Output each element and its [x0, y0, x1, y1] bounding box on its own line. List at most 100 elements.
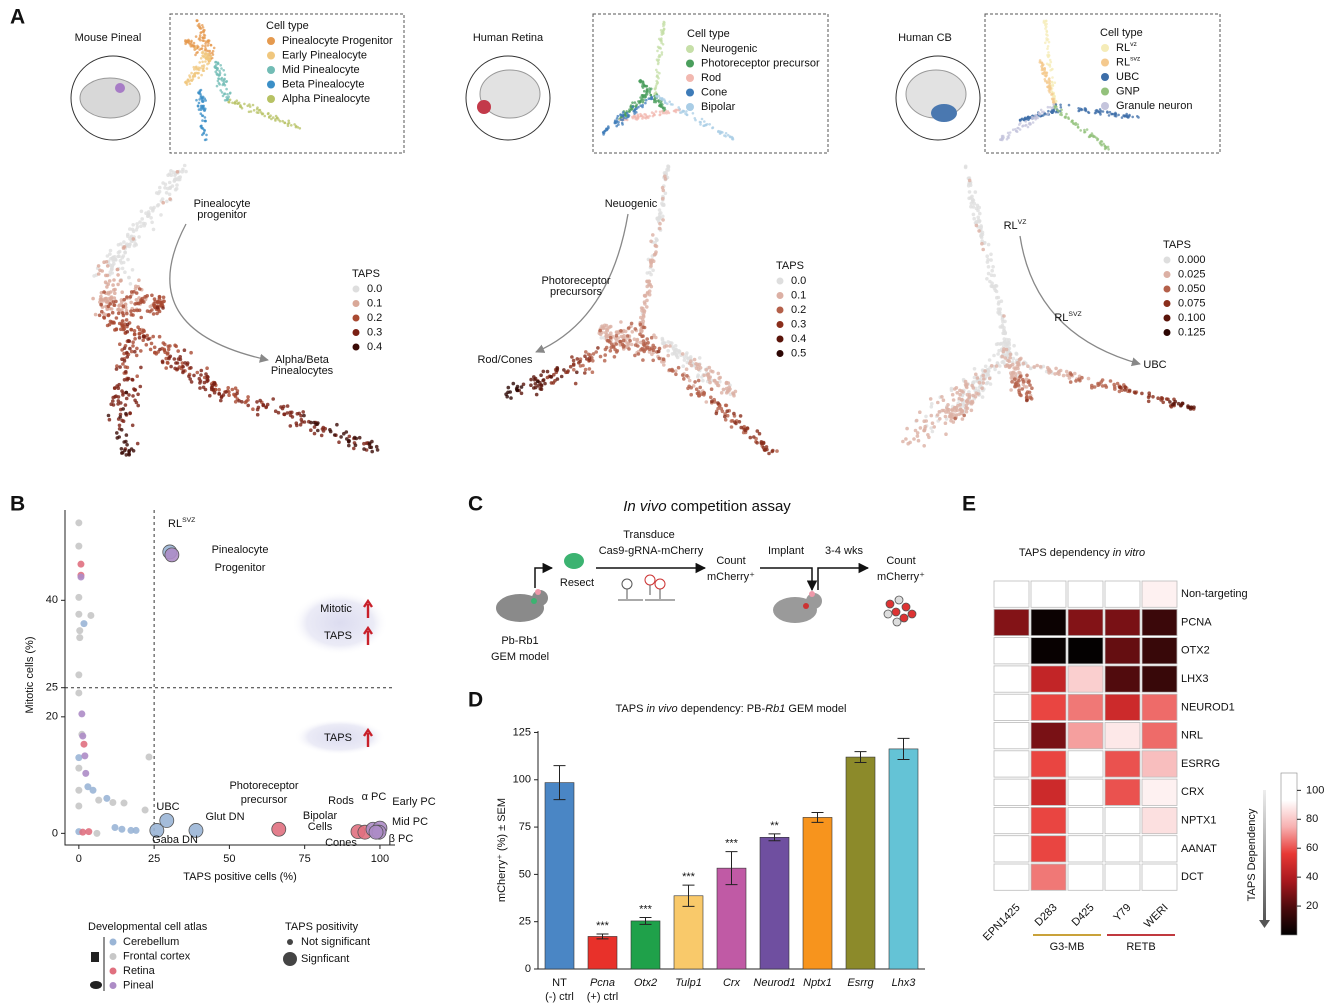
umap-point — [201, 385, 206, 390]
colorbar-label: TAPS Dependency — [1246, 808, 1258, 901]
legend-title: Cell type — [266, 20, 309, 32]
umap-point — [198, 36, 202, 39]
umap-point — [642, 82, 645, 85]
umap-point — [1048, 91, 1051, 94]
umap-point — [106, 304, 111, 309]
umap-point — [1085, 128, 1089, 131]
umap-point — [676, 365, 681, 370]
heatmap-cell — [1067, 580, 1104, 608]
legend-swatch — [352, 329, 360, 336]
umap-point — [104, 300, 109, 304]
heatmap-cell — [1067, 750, 1104, 778]
point — [75, 593, 83, 601]
umap-point — [654, 100, 658, 104]
umap-point — [661, 218, 665, 222]
umap-point — [157, 297, 162, 301]
umap-point — [627, 326, 631, 330]
umap-point — [706, 372, 711, 376]
umap-point — [120, 311, 125, 315]
umap-point — [638, 322, 643, 327]
umap-point — [141, 334, 146, 339]
umap-point — [288, 424, 293, 428]
umap-point — [211, 53, 215, 56]
umap-point — [656, 81, 659, 85]
umap-point — [979, 232, 983, 237]
legend-swatch — [109, 938, 117, 946]
umap-point — [197, 76, 200, 80]
umap-point — [202, 99, 205, 103]
umap-point — [131, 344, 135, 348]
umap-point — [174, 186, 179, 191]
umap-point — [1011, 128, 1015, 131]
x-tick-label: Tulp1 — [675, 977, 702, 989]
umap-point — [1067, 103, 1071, 107]
umap-point — [1180, 401, 1185, 406]
legend-swatch — [686, 45, 694, 53]
umap-point — [727, 385, 731, 390]
umap-point — [627, 347, 631, 351]
umap-point — [256, 106, 259, 109]
umap-point — [123, 322, 127, 327]
umap-point — [509, 396, 513, 400]
umap-point — [261, 112, 265, 115]
umap-point — [121, 362, 125, 366]
point-label: RLSVZ — [168, 517, 195, 530]
umap-point — [246, 403, 250, 408]
umap-point — [186, 40, 190, 44]
umap-point — [652, 333, 656, 338]
umap-point — [710, 399, 714, 404]
umap-point — [135, 308, 140, 313]
umap-point — [1079, 129, 1082, 132]
heatmap-cell — [1030, 778, 1067, 806]
heatmap-cell — [1141, 722, 1178, 750]
point-label: Mid PC — [392, 816, 428, 828]
umap-point — [701, 378, 705, 383]
umap-point — [1018, 123, 1021, 126]
umap-point — [199, 66, 202, 70]
umap-point — [1118, 385, 1122, 390]
umap-point — [196, 19, 199, 22]
legend-swatch — [109, 982, 117, 989]
umap-point — [587, 367, 592, 371]
umap-point — [1071, 119, 1074, 123]
umap-point — [645, 84, 649, 88]
umap-point — [699, 121, 702, 124]
axis — [64, 510, 395, 846]
umap-point — [301, 410, 306, 414]
umap-point — [204, 44, 207, 48]
significance-label: *** — [596, 920, 610, 932]
annotation: Alpha/Beta — [275, 354, 330, 366]
umap-point — [644, 101, 647, 105]
umap-point — [122, 297, 126, 302]
umap-point — [137, 278, 141, 283]
umap-point — [704, 368, 709, 372]
umap-point — [222, 69, 225, 72]
umap-point — [641, 319, 646, 324]
umap-point — [929, 413, 934, 418]
umap-point — [775, 449, 779, 453]
umap-point — [1108, 110, 1112, 114]
umap-point — [1120, 116, 1124, 119]
umap-point — [1013, 377, 1017, 382]
umap-point — [188, 82, 192, 86]
umap-point — [130, 378, 135, 382]
annotation-sup: VZ — [1018, 219, 1027, 226]
umap-point — [1019, 119, 1022, 122]
umap-point — [195, 65, 198, 69]
umap-point — [102, 290, 106, 294]
umap-point — [1069, 372, 1074, 377]
legend-label: Pinealocyte Progenitor — [282, 35, 393, 47]
legend-swatch — [686, 59, 694, 68]
error-bar — [639, 917, 652, 925]
umap-point — [116, 254, 120, 259]
umap-point — [342, 431, 346, 436]
umap-point — [724, 132, 728, 135]
umap-point — [212, 46, 216, 50]
umap-point — [1048, 106, 1052, 109]
umap-point — [229, 91, 232, 95]
umap-point — [196, 105, 200, 108]
umap-point — [203, 116, 207, 119]
callout-text: TAPS — [324, 732, 352, 744]
umap-point — [199, 108, 203, 111]
umap-point — [312, 425, 317, 429]
